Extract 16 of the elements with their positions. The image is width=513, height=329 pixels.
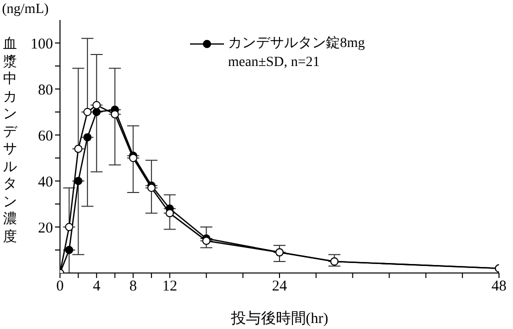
y-tick-label: 20 bbox=[38, 220, 53, 236]
y-tick-label: 80 bbox=[38, 82, 53, 98]
x-tick-label: 4 bbox=[92, 278, 101, 295]
x-tick-label: 12 bbox=[162, 278, 178, 295]
x-axis-title: 投与後時間(hr) bbox=[230, 310, 328, 327]
text: 血漿中カンデサルタン濃度 bbox=[3, 37, 17, 244]
y-tick-label: 40 bbox=[38, 174, 53, 190]
y-tick-label: 100 bbox=[30, 36, 53, 52]
text: (ng/mL) bbox=[2, 2, 49, 18]
y-tick-label: 60 bbox=[38, 128, 53, 144]
x-tick-label: 48 bbox=[492, 278, 506, 295]
x-tick-label: 24 bbox=[272, 278, 288, 295]
x-tick-label: 8 bbox=[129, 278, 137, 295]
annotation: mean±SD, n=21 bbox=[228, 54, 321, 72]
x-tick-label: 0 bbox=[56, 278, 64, 295]
legend-label: カンデサルタン錠8mg bbox=[228, 35, 365, 53]
